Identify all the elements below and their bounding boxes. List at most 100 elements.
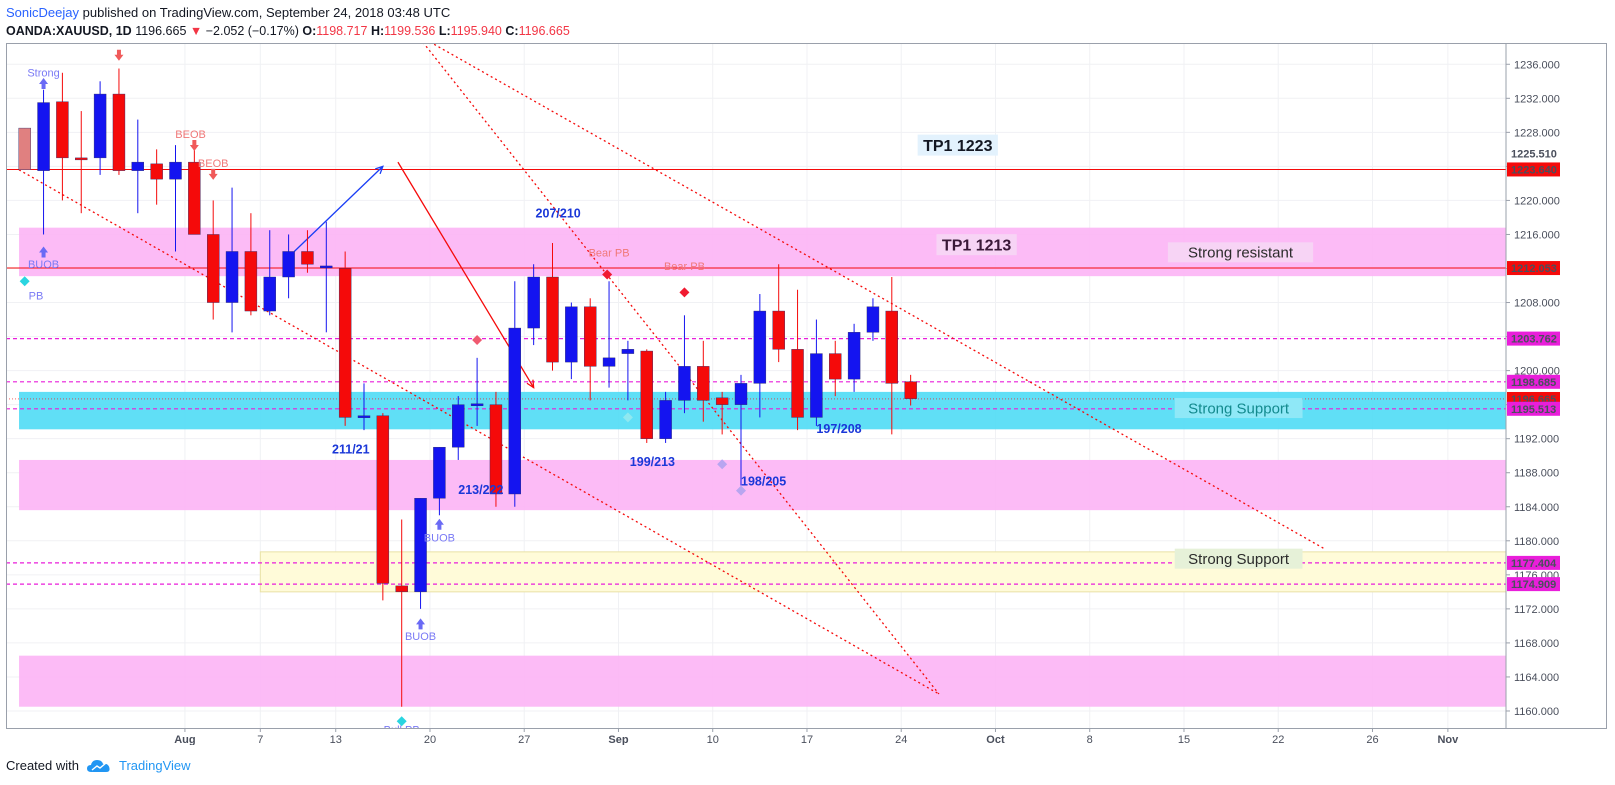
- candle[interactable]: [338, 251, 352, 426]
- price-marker-1212.053: 1212.053: [1507, 261, 1560, 276]
- candle[interactable]: [433, 446, 446, 516]
- candle-body: [546, 276, 559, 363]
- diamond-marker-icon: [679, 287, 690, 298]
- candle[interactable]: [829, 340, 842, 397]
- price-marker-bg: [1507, 162, 1560, 177]
- candle[interactable]: [206, 200, 220, 320]
- ohlc-line: OANDA:XAUUSD, 1D 1196.665 ▼ −2.052 (−0.1…: [6, 22, 1606, 41]
- candle[interactable]: [659, 391, 672, 443]
- zone-1164: [19, 655, 1506, 707]
- candle[interactable]: [452, 396, 465, 460]
- time-axis: Aug 7 13 20 27 Sep 10 17 24 Oct 8 15 22 26 Nov: [174, 728, 1459, 745]
- candle[interactable]: [112, 68, 126, 175]
- annotation-label: 213/222: [458, 483, 503, 497]
- candle[interactable]: [75, 111, 88, 214]
- candle[interactable]: [810, 319, 823, 426]
- candle[interactable]: [678, 315, 691, 414]
- candle-body: [150, 163, 163, 180]
- annotation-label: PB: [29, 291, 44, 303]
- x-tick-label: 20: [424, 734, 436, 745]
- candle[interactable]: [734, 374, 748, 486]
- candle[interactable]: [225, 187, 239, 333]
- candle-body: [753, 310, 767, 384]
- price-chart[interactable]: TP1 1223 TP1 1213 Strong resistant Strong S…: [0, 0, 1615, 745]
- annotation-text: BEOB: [175, 129, 206, 141]
- candle-body: [640, 350, 653, 439]
- candle[interactable]: [602, 281, 616, 388]
- candle[interactable]: [791, 289, 804, 431]
- candle[interactable]: [584, 298, 597, 401]
- candle[interactable]: [320, 221, 333, 333]
- candle[interactable]: [640, 349, 653, 443]
- y-tick-label: 1208.000: [1514, 298, 1560, 310]
- candle-body: [584, 306, 597, 367]
- candle[interactable]: [414, 498, 427, 609]
- price-marker-1203.762: 1203.762: [1507, 331, 1560, 346]
- low-value: 1195.940: [450, 24, 502, 38]
- created-with-text: Created with: [6, 758, 79, 773]
- candle[interactable]: [565, 302, 578, 380]
- tradingview-cloud-icon: [86, 759, 110, 772]
- candle-body: [489, 404, 503, 495]
- candle-body: [93, 93, 107, 159]
- candle[interactable]: [188, 145, 201, 235]
- candle[interactable]: [244, 213, 258, 316]
- candle[interactable]: [904, 374, 917, 406]
- candle[interactable]: [37, 89, 50, 235]
- annotation-label: Strong Support: [1174, 398, 1303, 419]
- candle-body: [659, 400, 672, 439]
- candle[interactable]: [395, 519, 408, 707]
- candle[interactable]: [527, 264, 540, 346]
- candle-body: [565, 306, 578, 363]
- price-marker-1177.404: 1177.404: [1507, 555, 1560, 570]
- y-tick-label: 1184.000: [1514, 502, 1559, 514]
- x-tick-label: Sep: [608, 734, 628, 745]
- candle[interactable]: [847, 323, 861, 392]
- candle[interactable]: [546, 242, 559, 371]
- candle-body: [395, 585, 408, 593]
- candle[interactable]: [169, 145, 182, 252]
- red-arrow-head: [526, 379, 535, 389]
- annotation-text: BUOB: [405, 631, 436, 643]
- x-tick-label: 17: [801, 734, 813, 745]
- candle[interactable]: [772, 264, 785, 363]
- footer: Created with TradingView: [6, 758, 191, 773]
- candle[interactable]: [508, 281, 521, 507]
- candle[interactable]: [753, 294, 767, 418]
- price-marker-bg: [1507, 374, 1560, 389]
- candle[interactable]: [263, 230, 276, 316]
- annotation-label: 198/205: [741, 475, 786, 489]
- candle[interactable]: [715, 391, 729, 435]
- candle[interactable]: [301, 230, 314, 273]
- candle[interactable]: [621, 340, 635, 401]
- price-marker-1174.909: 1174.909: [1507, 577, 1560, 592]
- candle[interactable]: [697, 340, 710, 422]
- y-tick-label: 1188.000: [1514, 468, 1559, 480]
- plot-area: TP1 1223 TP1 1213 Strong resistant Strong S…: [6, 43, 1506, 745]
- author-link[interactable]: SonicDeejay: [6, 5, 79, 20]
- candle[interactable]: [131, 119, 145, 214]
- annotation-label: Strong Support: [1174, 548, 1303, 569]
- tradingview-link[interactable]: TradingView: [118, 758, 191, 773]
- candle[interactable]: [93, 81, 107, 175]
- down-arrow-icon: ▼: [189, 24, 203, 38]
- candle[interactable]: [282, 234, 295, 299]
- candle[interactable]: [376, 413, 390, 601]
- candle[interactable]: [470, 357, 484, 426]
- x-tick-label: 22: [1272, 734, 1284, 745]
- candle[interactable]: [18, 127, 31, 170]
- candle-body: [376, 415, 390, 584]
- candle[interactable]: [150, 149, 163, 205]
- candle[interactable]: [357, 383, 371, 431]
- annotation-box: [23, 734, 86, 745]
- candle[interactable]: [866, 298, 880, 341]
- candle-body: [791, 349, 804, 418]
- candle[interactable]: [489, 391, 503, 507]
- candle-body: [244, 251, 258, 312]
- candle-body: [678, 366, 691, 401]
- annotation-label: BUOB: [405, 631, 436, 643]
- annotation-text: TP1 1213: [942, 237, 1011, 254]
- annotation-box: [1167, 242, 1314, 263]
- candle[interactable]: [885, 277, 898, 435]
- candle[interactable]: [56, 72, 69, 201]
